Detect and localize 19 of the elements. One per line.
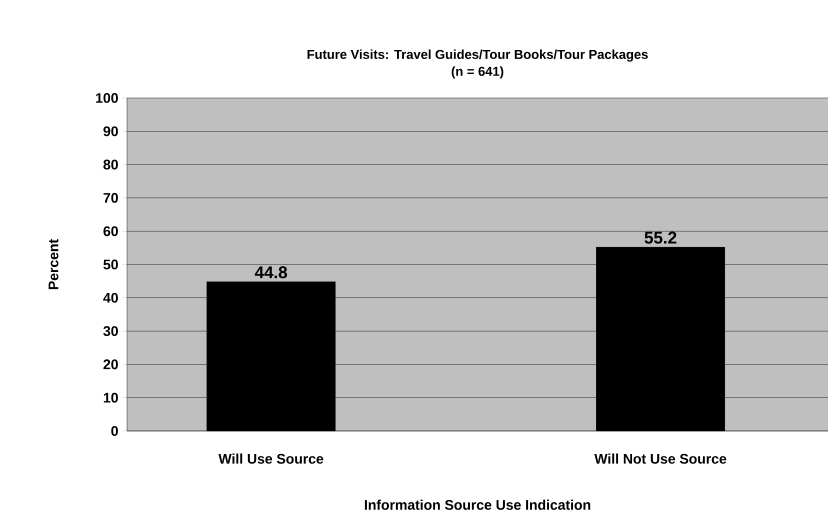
y-tick-label: 50 <box>103 260 118 270</box>
y-tick-label: 20 <box>103 359 118 370</box>
y-tick-label: 10 <box>104 392 118 403</box>
x-tick-label: Will Use Source <box>218 454 324 464</box>
x-axis-title: Information Source Use Indication <box>364 500 590 510</box>
data-label: 55.2 <box>644 232 676 244</box>
y-tick-label: 70 <box>104 192 118 203</box>
x-tick-label: Will Not Use Source <box>594 454 726 464</box>
y-tick-label: 30 <box>103 326 118 336</box>
y-tick-label: 90 <box>103 126 118 136</box>
data-label: 44.8 <box>254 266 288 278</box>
y-tick-label: 40 <box>103 292 118 303</box>
chart-title: Future Visits: Travel Guides/Tour Books/Tour Packages <box>308 49 648 62</box>
y-tick-label: 80 <box>103 160 118 170</box>
y-tick-label: 0 <box>111 426 118 436</box>
y-axis-title: Percent <box>48 239 58 290</box>
chart-subtitle: (n = 641) <box>452 66 504 78</box>
y-tick-label: 100 <box>96 93 118 103</box>
y-tick-label: 60 <box>103 226 118 236</box>
